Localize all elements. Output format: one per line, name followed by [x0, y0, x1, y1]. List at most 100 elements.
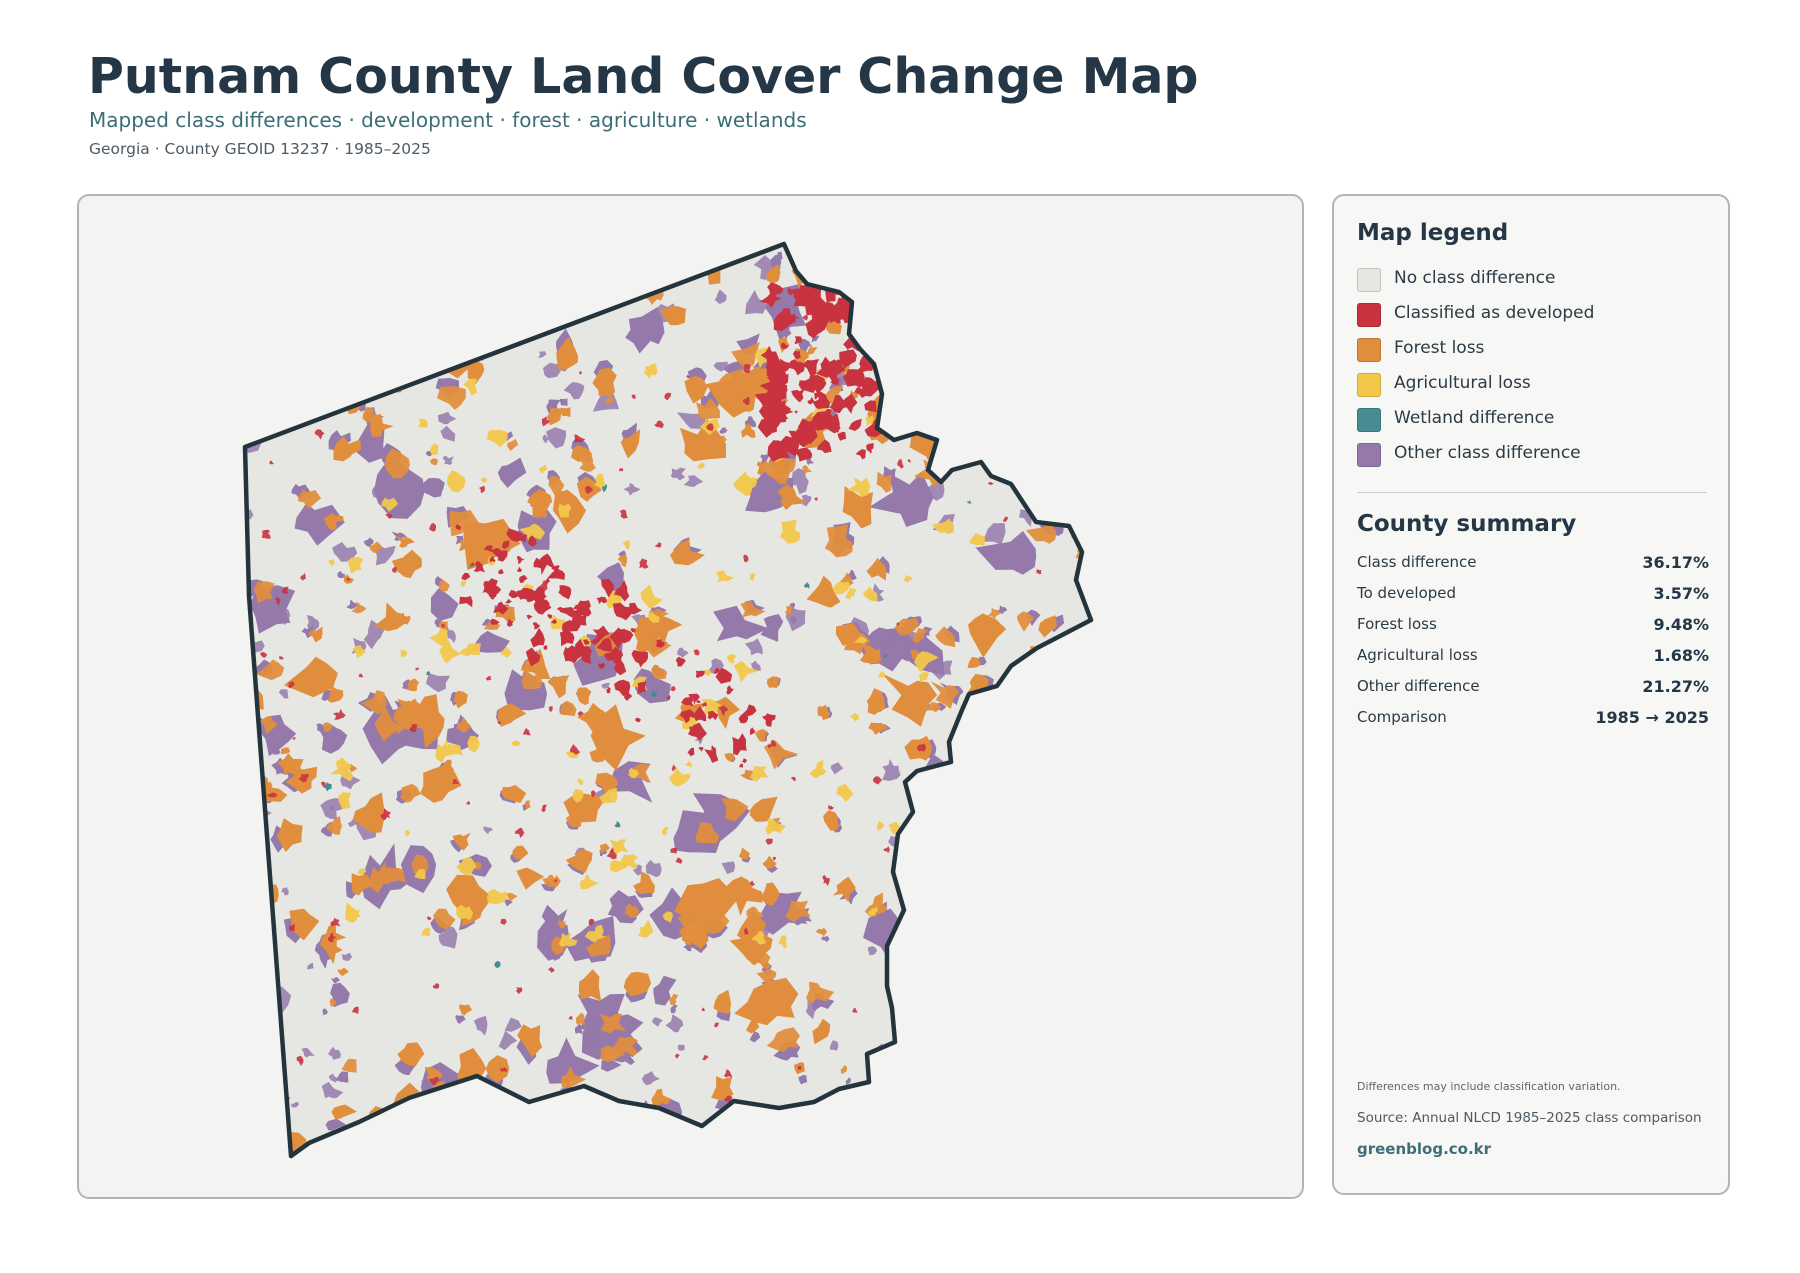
forest-loss-patch	[910, 650, 919, 660]
other-change-patch	[631, 614, 647, 626]
other-change-patch	[944, 837, 967, 855]
developed-patch	[613, 579, 630, 602]
other-change-patch	[559, 398, 568, 406]
developed-patch	[581, 650, 592, 664]
other-change-patch	[947, 353, 958, 366]
other-change-patch	[280, 294, 296, 309]
other-change-patch	[973, 1145, 986, 1156]
agricultural-loss-patch	[902, 574, 913, 583]
other-change-patch	[575, 1023, 583, 1035]
forest-loss-patch	[253, 1015, 272, 1036]
forest-loss-patch	[517, 1024, 542, 1058]
other-change-patch	[931, 941, 956, 959]
other-change-patch	[981, 833, 1005, 857]
developed-patch	[628, 602, 642, 615]
footnote: Differences may include classification v…	[1357, 1080, 1621, 1093]
other-change-patch	[674, 248, 682, 254]
other-change-patch	[973, 299, 984, 313]
wetland-change-patch	[803, 582, 810, 589]
developed-patch	[793, 292, 814, 307]
forest-loss-patch	[1065, 1000, 1078, 1016]
forest-loss-patch	[369, 861, 396, 894]
other-change-patch	[829, 1040, 839, 1051]
developed-patch	[1029, 908, 1035, 914]
stat-row-to-developed: To developed 3.57%	[1357, 584, 1709, 606]
agricultural-loss-patch	[923, 936, 942, 952]
other-change-patch	[341, 358, 352, 369]
other-change-patch	[957, 1175, 967, 1185]
forest-loss-patch	[362, 406, 374, 423]
agricultural-loss-patch	[749, 573, 756, 581]
site-link[interactable]: greenblog.co.kr	[1357, 1140, 1492, 1158]
other-change-patch	[354, 248, 361, 256]
agricultural-loss-patch	[421, 927, 430, 937]
other-change-patch	[245, 915, 248, 939]
other-change-patch	[1089, 1172, 1106, 1191]
other-change-patch	[829, 1177, 838, 1192]
developed-patch	[1058, 966, 1065, 973]
other-change-patch	[221, 465, 234, 481]
developed-patch	[871, 319, 883, 328]
forest-loss-patch	[1015, 1162, 1041, 1183]
other-change-patch	[336, 1071, 349, 1083]
other-change-patch	[1034, 289, 1068, 329]
forest-loss-patch	[740, 769, 753, 780]
other-change-patch	[522, 252, 532, 261]
forest-loss-patch	[406, 306, 426, 330]
other-change-patch	[446, 345, 466, 365]
other-change-patch	[1026, 1179, 1046, 1196]
other-change-patch	[245, 299, 250, 316]
developed-patch	[506, 528, 525, 542]
developed-patch	[803, 286, 822, 306]
legend-swatch	[1357, 373, 1381, 397]
forest-loss-patch	[756, 461, 768, 476]
other-change-patch	[1007, 867, 1028, 886]
stat-label: Comparison	[1357, 708, 1447, 726]
other-change-patch	[322, 1008, 328, 1016]
agricultural-loss-patch	[584, 931, 606, 943]
other-change-patch	[436, 267, 449, 277]
forest-loss-patch	[1060, 430, 1080, 446]
forest-loss-patch	[625, 1139, 656, 1156]
developed-patch	[279, 655, 284, 660]
other-change-patch	[256, 1036, 264, 1044]
other-change-patch	[504, 249, 518, 260]
other-change-patch	[796, 248, 813, 271]
other-change-patch	[309, 332, 322, 346]
developed-patch	[687, 747, 695, 757]
other-change-patch	[670, 467, 686, 481]
other-change-patch	[249, 1046, 274, 1066]
forest-loss-patch	[315, 342, 331, 360]
developed-patch	[390, 290, 400, 299]
developed-patch	[514, 827, 525, 838]
legend-label: Agricultural loss	[1394, 373, 1531, 393]
other-change-patch	[879, 278, 895, 293]
agricultural-loss-patch	[751, 931, 767, 945]
forest-loss-patch	[384, 448, 410, 479]
developed-patch	[767, 399, 791, 425]
other-change-patch	[934, 967, 973, 1006]
other-change-patch	[1033, 910, 1046, 924]
forest-loss-patch	[592, 367, 617, 396]
other-change-patch	[1064, 457, 1072, 467]
other-change-patch	[353, 330, 364, 342]
developed-patch	[991, 449, 996, 456]
forest-loss-patch	[308, 626, 323, 643]
developed-patch	[500, 918, 507, 925]
other-change-patch	[1007, 963, 1028, 979]
other-change-patch	[774, 251, 783, 261]
other-change-patch	[1007, 867, 1028, 886]
other-change-patch	[245, 951, 247, 970]
forest-loss-patch	[633, 871, 655, 894]
other-change-patch	[374, 544, 396, 566]
forest-loss-patch	[245, 981, 261, 1017]
other-change-patch	[981, 833, 1005, 857]
forest-loss-patch	[484, 620, 501, 630]
forest-loss-patch	[868, 722, 889, 735]
other-change-patch	[1087, 541, 1091, 555]
forest-loss-patch	[521, 669, 542, 690]
agricultural-loss-patch	[685, 760, 692, 768]
forest-loss-patch	[506, 892, 518, 902]
other-change-patch	[245, 299, 250, 316]
developed-patch	[908, 1008, 915, 1015]
